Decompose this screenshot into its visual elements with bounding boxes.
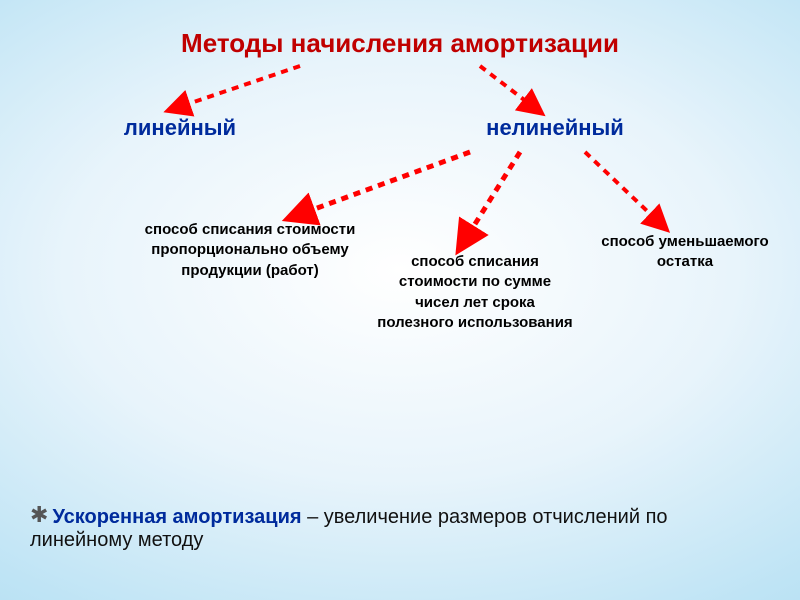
subnode-sum-years: способ списания стоимости по сумме чисел… <box>375 252 575 333</box>
category-linear: линейный <box>80 115 280 141</box>
category-nonlinear: нелинейный <box>430 115 680 141</box>
subnode-declining: способ уменьшаемого остатка <box>600 232 770 273</box>
arrow-0 <box>170 66 300 110</box>
subnode-proportional: способ списания стоимости пропорциональн… <box>135 220 365 281</box>
footer-note: ✱Ускоренная амортизация – увеличение раз… <box>30 502 770 552</box>
footer-term: Ускоренная амортизация <box>52 506 301 528</box>
arrow-1 <box>480 66 540 112</box>
diagram-title: Методы начисления амортизации <box>0 28 800 59</box>
bullet-icon: ✱ <box>30 502 48 527</box>
arrow-3 <box>460 152 520 248</box>
arrow-4 <box>585 152 665 228</box>
arrow-2 <box>290 152 470 218</box>
